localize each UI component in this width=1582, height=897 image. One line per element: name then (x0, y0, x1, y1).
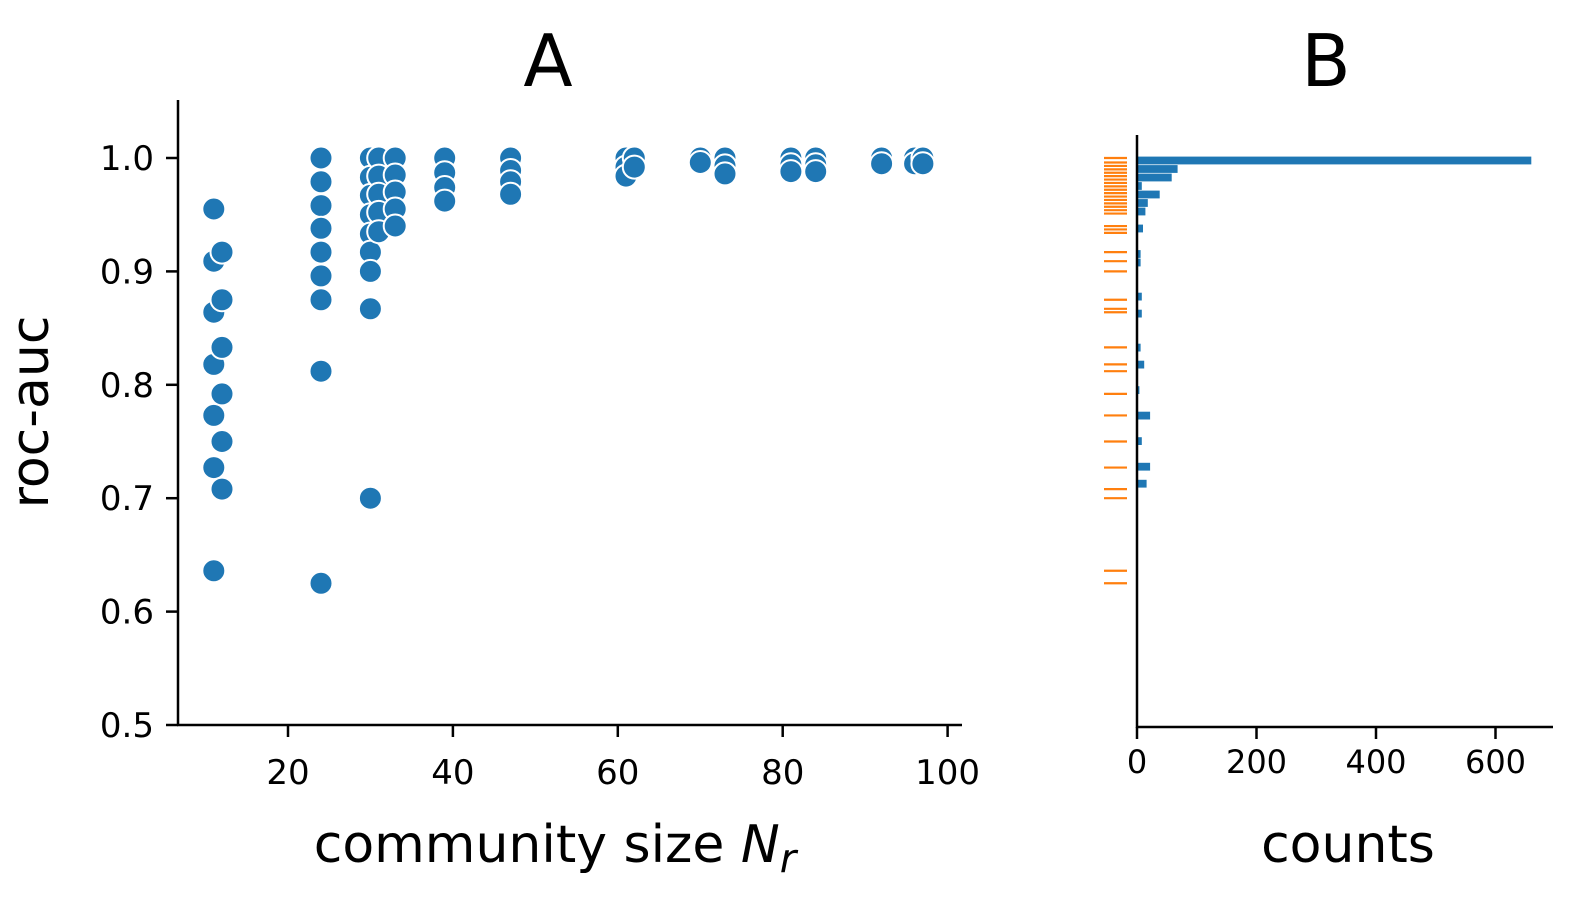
histogram-bar (1137, 479, 1147, 488)
panel-a-y-axis-label: roc-auc (1, 316, 61, 509)
y-tick-label: 0.9 (100, 252, 154, 292)
panel-a-x-axis-label-text: community size (314, 815, 725, 875)
scatter-point (382, 213, 408, 239)
scatter-point (308, 287, 334, 313)
scatter-point (357, 296, 383, 322)
panel-b-x-axis-label: counts (1261, 815, 1435, 875)
histogram-bar (1137, 411, 1151, 420)
histogram-bar (1137, 190, 1160, 199)
scatter-point (712, 161, 738, 187)
x-tick-label: 600 (1465, 743, 1526, 781)
panel-a-x-axis-label: community size Nr (314, 815, 799, 882)
histogram-bar (1137, 462, 1151, 471)
x-tick-label: 400 (1345, 743, 1406, 781)
x-tick-label: 0 (1127, 743, 1147, 781)
panel-a-x-axis-label-symbol: N (741, 815, 780, 875)
scatter-point (910, 151, 936, 177)
scatter-point (308, 145, 334, 171)
scatter-point (308, 239, 334, 265)
y-tick-label: 0.7 (100, 479, 154, 519)
scatter-point (687, 150, 713, 175)
histogram-bar (1137, 343, 1141, 352)
scatter-point (432, 188, 458, 214)
scatter-point (357, 258, 383, 284)
scatter-point (308, 263, 334, 289)
y-tick-label: 0.5 (100, 706, 154, 746)
scatter-point (869, 151, 895, 177)
histogram-bar (1137, 156, 1532, 165)
scatter-point (308, 358, 334, 384)
x-tick-label: 60 (596, 753, 639, 793)
histogram-bar (1137, 292, 1142, 301)
histogram-bars (1137, 156, 1532, 488)
histogram-bar (1137, 199, 1148, 207)
histogram-bar (1137, 173, 1172, 182)
panel-a-x-axis-label-subscript: r (780, 836, 799, 882)
histogram-bar (1137, 309, 1142, 318)
scatter-point (803, 159, 829, 185)
histogram-bar (1137, 165, 1178, 173)
panel-a-y-ticks: 0.5 0.6 0.7 0.8 0.9 1.0 (100, 139, 178, 746)
scatter-point (201, 402, 227, 428)
x-tick-label: 100 (915, 753, 980, 793)
scatter-point (201, 558, 227, 584)
scatter-point (621, 154, 647, 180)
histogram-bar (1137, 360, 1145, 369)
scatter-point (308, 570, 334, 596)
scatter-point (308, 169, 334, 195)
scatter-point (201, 455, 227, 481)
y-tick-label: 1.0 (100, 139, 154, 179)
panel-b-title: B (1301, 19, 1350, 103)
histogram-bar (1137, 437, 1142, 445)
scatter-point (357, 485, 383, 511)
x-tick-label: 20 (266, 753, 309, 793)
scatter-point (209, 239, 235, 265)
scatter-point (201, 196, 227, 222)
scatter-point (778, 159, 804, 185)
x-tick-label: 80 (761, 753, 804, 793)
histogram-bar (1137, 207, 1146, 216)
histogram-bar (1137, 258, 1141, 267)
scatter-point (209, 429, 235, 454)
scatter-point (308, 215, 334, 241)
y-tick-label: 0.8 (100, 366, 154, 406)
x-tick-label: 200 (1226, 743, 1287, 781)
scatter-point (308, 193, 334, 219)
panel-b-x-ticks: 0 200 400 600 (1127, 727, 1526, 781)
scatter-point (498, 181, 524, 207)
scatter-point (209, 334, 235, 360)
histogram-bar (1137, 250, 1141, 258)
histogram-bar (1137, 224, 1143, 233)
scatter-points (201, 145, 936, 596)
scatter-point (209, 476, 235, 502)
panel-b-histogram: B 0 200 400 600 counts (1104, 19, 1553, 875)
scatter-point (209, 287, 235, 313)
scatter-point (209, 381, 235, 407)
x-tick-label: 40 (431, 753, 474, 793)
y-tick-label: 0.6 (100, 593, 154, 633)
panel-a-title: A (523, 19, 572, 103)
panel-a-scatter: A 0.5 0.6 0.7 0.8 0.9 1.0 20 40 60 80 100 roc-auc… (1, 19, 980, 882)
histogram-bar (1137, 182, 1142, 190)
panel-a-x-ticks: 20 40 60 80 100 (266, 725, 980, 793)
rug-marks (1104, 156, 1127, 585)
